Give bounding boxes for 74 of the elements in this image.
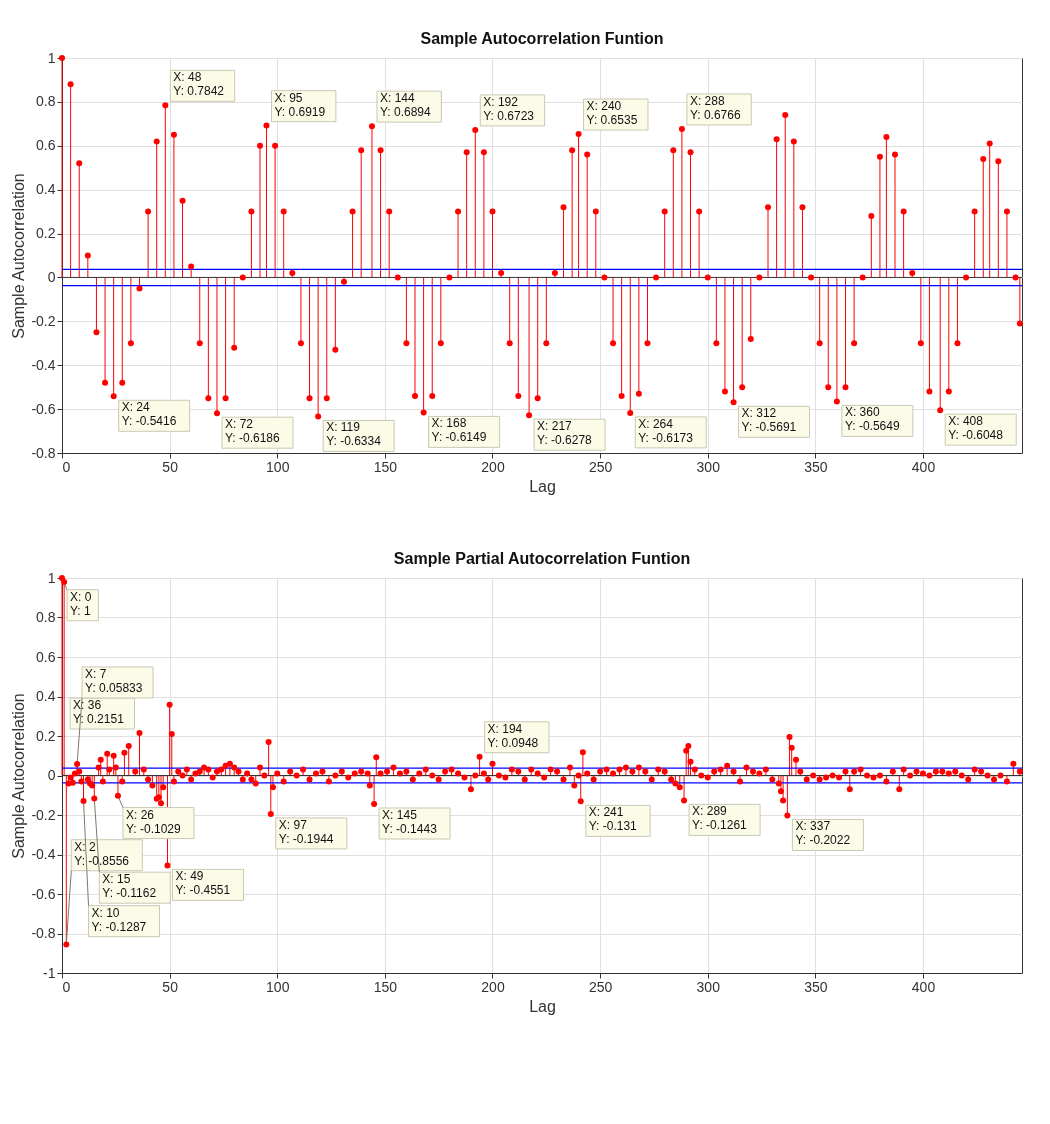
annotation: X: 10 Y: -0.1287	[91, 905, 147, 934]
y-tick-label: -0.6	[31, 885, 56, 902]
annotation: X: 217 Y: -0.6278	[537, 419, 593, 448]
annotation: X: 119 Y: -0.6334	[326, 420, 382, 449]
annotation: X: 72 Y: -0.6186	[224, 417, 281, 446]
x-tick-label: 150	[373, 458, 398, 475]
y-tick-label: 0	[47, 767, 56, 783]
x-tick-label: 0	[62, 978, 71, 995]
y-tick-label: -0.2	[31, 312, 56, 329]
y-tick-label: 0.2	[36, 225, 56, 242]
y-tick-label: -1	[43, 964, 56, 981]
y-tick-label: 1	[47, 569, 56, 586]
x-tick-label: 150	[373, 978, 398, 995]
y-tick-label: 1	[47, 49, 56, 66]
annotation: X: 337 Y: -0.2022	[795, 819, 851, 848]
annotation: X: 241 Y: -0.131	[588, 805, 638, 834]
annotation: X: 288 Y: 0.6766	[689, 93, 741, 122]
x-tick-label: 350	[804, 978, 828, 995]
y-axis-title: Sample Autocorrelation	[10, 173, 28, 339]
annotation: X: 36 Y: 0.2151	[73, 698, 125, 727]
x-tick-label: 300	[696, 978, 721, 995]
y-tick-label: -0.2	[31, 806, 56, 823]
annotation: X: 408 Y: -0.6048	[948, 414, 1004, 443]
x-tick-label: 200	[481, 458, 505, 475]
y-tick-label: -0.8	[31, 444, 56, 461]
y-tick-label: 0.8	[36, 609, 56, 625]
y-tick-label: 0.2	[36, 727, 56, 744]
y-tick-label: -0.6	[31, 400, 56, 417]
annotation: X: 192 Y: 0.6723	[483, 94, 535, 123]
y-tick-label: 0.6	[36, 648, 56, 665]
annotation: X: 289 Y: -0.1261	[692, 804, 748, 833]
annotation: X: 24 Y: -0.5416	[121, 400, 177, 429]
annotation: X: 144 Y: 0.6894	[379, 91, 431, 120]
x-tick-label: 100	[266, 458, 290, 475]
x-tick-label: 50	[162, 458, 179, 475]
annotation: X: 7 Y: 0.05833	[85, 666, 143, 695]
annotation: X: 95 Y: 0.6919	[274, 90, 326, 119]
annotation: X: 360 Y: -0.5649	[844, 405, 900, 434]
annotation: X: 48 Y: 0.7842	[173, 70, 225, 99]
annotation: X: 49 Y: -0.4551	[175, 869, 231, 898]
annotation: X: 194 Y: 0.0948	[487, 721, 539, 750]
annotation: X: 168 Y: -0.6149	[431, 416, 487, 445]
x-axis-title: Lag	[529, 477, 556, 495]
x-tick-label: 250	[588, 978, 613, 995]
y-tick-label: 0.4	[36, 688, 56, 704]
x-tick-label: 300	[696, 458, 721, 475]
x-tick-label: 400	[911, 978, 936, 995]
y-tick-label: 0	[47, 268, 56, 285]
annotation: X: 26 Y: -0.1029	[125, 807, 181, 836]
annotation: X: 240 Y: 0.6535	[586, 99, 638, 128]
x-tick-label: 50	[162, 978, 179, 995]
annotation: X: 2 Y: -0.8556	[74, 839, 130, 868]
y-tick-label: -0.4	[31, 846, 56, 862]
x-tick-label: 250	[588, 458, 613, 475]
y-tick-label: -0.8	[31, 925, 56, 941]
y-axis-title: Sample Autocorrelation	[10, 693, 28, 859]
x-axis-title: Lag	[529, 997, 556, 1015]
y-tick-label: 0.4	[36, 181, 56, 198]
chart-title: Sample Partial Autocorrelation Funtion	[393, 550, 691, 567]
x-tick-label: 100	[266, 978, 290, 995]
x-tick-label: 350	[804, 458, 828, 475]
x-tick-label: 200	[481, 978, 505, 995]
y-tick-label: -0.4	[31, 356, 56, 373]
annotation: X: 145 Y: -0.1443	[382, 808, 438, 836]
annotation: X: 97 Y: -0.1944	[278, 817, 334, 846]
y-tick-label: 0.6	[36, 137, 56, 154]
x-tick-label: 400	[911, 458, 936, 475]
annotation: X: 15 Y: -0.1162	[102, 872, 157, 901]
chart-title: Sample Autocorrelation Funtion	[420, 30, 664, 47]
annotation: X: 0 Y: 1	[70, 589, 92, 618]
x-tick-label: 0	[62, 458, 71, 475]
annotation: X: 312 Y: -0.5691	[741, 406, 797, 435]
y-tick-label: 0.8	[36, 93, 56, 110]
annotation: X: 264 Y: -0.6173	[638, 416, 694, 445]
